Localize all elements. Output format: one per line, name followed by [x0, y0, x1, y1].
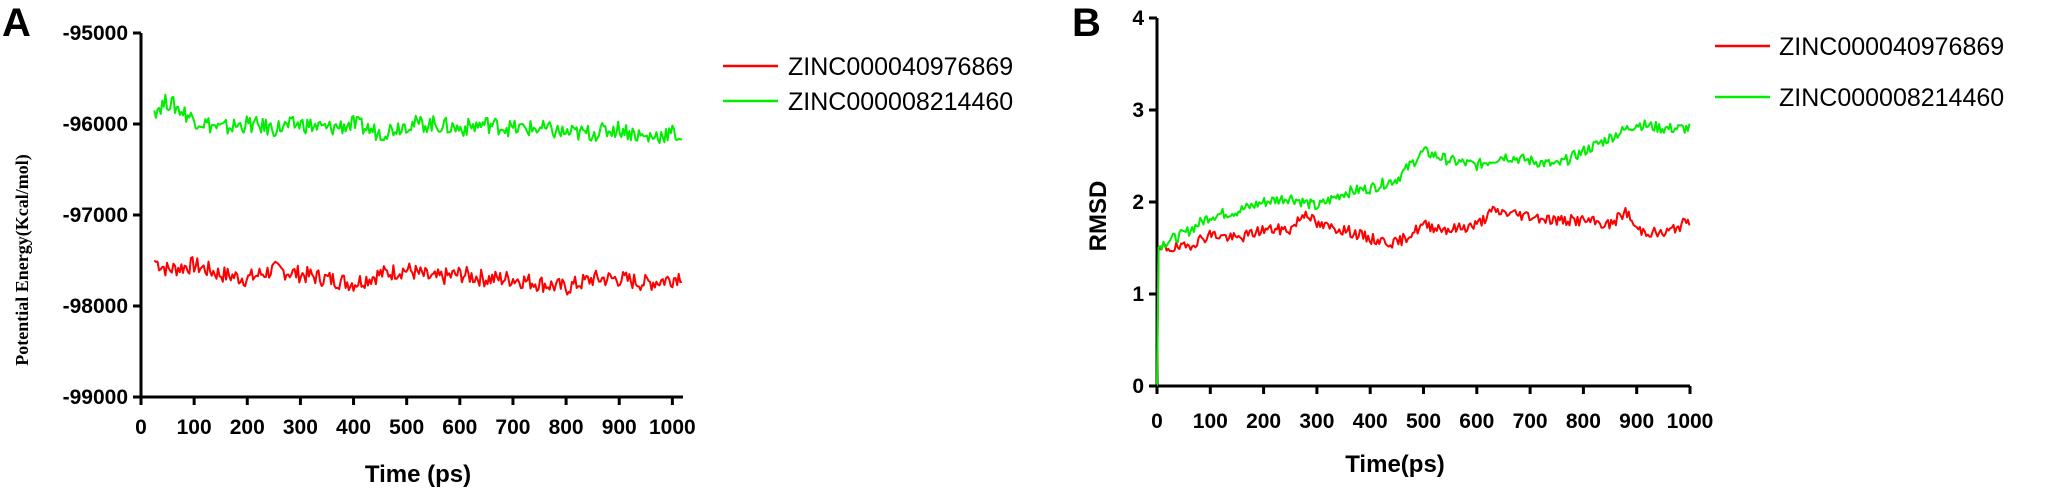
panel-b-letter: B: [1072, 1, 1101, 45]
series-line-1: [153, 256, 683, 296]
x-tick-label: 600: [442, 416, 477, 439]
y-tick-label: 2: [1132, 191, 1144, 214]
y-tick-label: -96000: [63, 113, 128, 136]
x-tick-label: 400: [1353, 410, 1388, 433]
x-tick-label: 300: [283, 416, 318, 439]
panel-a-legend: ZINC000040976869 ZINC000008214460: [723, 53, 1013, 116]
series-line-1: [1156, 205, 1691, 387]
y-tick-label: -98000: [63, 295, 128, 318]
panel-a-axes: [139, 33, 683, 399]
panel-a-data-lines: [153, 93, 683, 296]
y-tick-label: 0: [1132, 375, 1144, 398]
x-tick-label: 200: [230, 416, 265, 439]
series-line-2: [1156, 119, 1691, 387]
panel-b-chart: B RMSD Time(ps) 0 100 200 300 400 500 600 700 80…: [1072, 1, 2004, 478]
y-tick-label: -99000: [63, 386, 128, 409]
x-tick-label: 700: [495, 416, 530, 439]
x-tick-label: 500: [389, 416, 424, 439]
panel-b-x-axis-label: Time(ps): [1345, 451, 1445, 478]
y-tick-label: 1: [1132, 283, 1144, 306]
x-tick-label: 900: [1619, 410, 1654, 433]
series-line-2: [153, 93, 682, 144]
x-tick-label: 1000: [649, 416, 696, 439]
panel-b-ticks: 0 100 200 300 400 500 600 700 800 900 1000 0 1 2 3 4: [1132, 7, 1713, 433]
x-tick-label: 500: [1406, 410, 1441, 433]
x-tick-label: 800: [549, 416, 584, 439]
y-tick-label: 3: [1132, 99, 1144, 122]
panel-a-y-axis-label: Potential Energy(Kcal/mol): [12, 154, 33, 365]
panel-a-x-axis-label: Time (ps): [365, 461, 471, 488]
y-tick-label: 4: [1132, 7, 1144, 30]
x-tick-label: 0: [135, 416, 147, 439]
y-tick-label: -95000: [63, 22, 128, 45]
x-tick-label: 300: [1299, 410, 1334, 433]
legend-label: ZINC000008214460: [1779, 84, 2004, 112]
x-tick-label: 900: [602, 416, 637, 439]
legend-label: ZINC000040976869: [788, 53, 1013, 81]
panel-a-ticks: 0 100 200 300 400 500 600 700 800 900 1000 -95000 -9…: [63, 22, 696, 439]
y-tick-label: -97000: [63, 204, 128, 227]
x-tick-label: 100: [177, 416, 212, 439]
x-tick-label: 0: [1151, 410, 1163, 433]
legend-label: ZINC000008214460: [788, 88, 1013, 116]
x-tick-label: 600: [1459, 410, 1494, 433]
x-tick-label: 200: [1246, 410, 1281, 433]
legend-label: ZINC000040976869: [1779, 33, 2004, 61]
panel-b-legend: ZINC000040976869 ZINC000008214460: [1715, 33, 2004, 112]
panel-b-data-lines: [1156, 119, 1691, 387]
panel-a-chart: A Potential Energy(Kcal/mol) Time (ps) 0…: [2, 1, 1013, 488]
panel-b-axes: [1155, 18, 1690, 388]
x-tick-label: 400: [336, 416, 371, 439]
panel-b-y-axis-label: RMSD: [1085, 181, 1112, 252]
panel-a-letter: A: [2, 1, 31, 45]
x-tick-label: 700: [1513, 410, 1548, 433]
x-tick-label: 1000: [1667, 410, 1714, 433]
x-tick-label: 800: [1566, 410, 1601, 433]
x-tick-label: 100: [1193, 410, 1228, 433]
